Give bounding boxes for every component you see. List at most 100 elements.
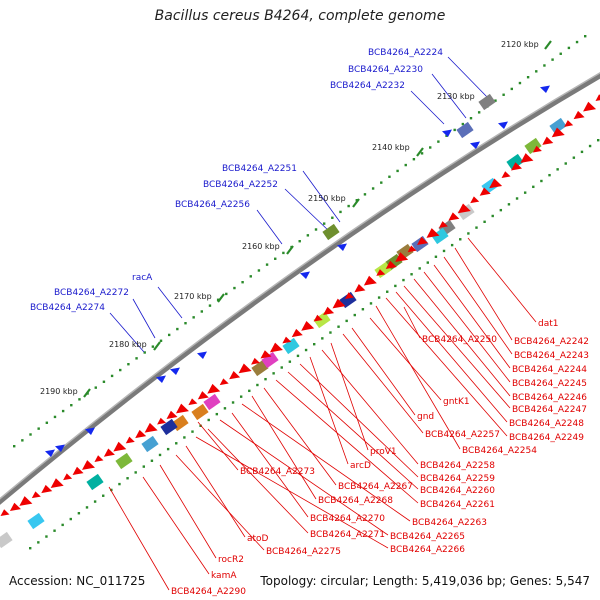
reverse-leader-line — [342, 333, 424, 434]
gene-box — [506, 153, 524, 171]
gene-box — [478, 93, 496, 111]
forward-gene-arrow — [442, 129, 452, 137]
scale-dot-outer — [412, 158, 416, 161]
reverse-gene-label: gntK1 — [443, 397, 470, 407]
reverse-gene-arrow — [207, 383, 221, 394]
gene-box — [86, 473, 104, 491]
reverse-gene-label: BCB4264_A2273 — [240, 467, 315, 477]
forward-leader-line — [256, 209, 283, 245]
scale-dot-outer — [510, 87, 513, 91]
reverse-gene-arrow — [219, 378, 229, 386]
reverse-leader-line — [413, 278, 511, 397]
reverse-gene-arrow — [166, 410, 178, 419]
reverse-leader-line — [219, 419, 389, 536]
scale-dot-inner — [207, 418, 210, 422]
scale-dot-outer — [347, 204, 350, 208]
reverse-leader-line — [369, 317, 442, 401]
scale-dot-inner — [345, 319, 348, 323]
scale-dot-inner — [102, 494, 105, 497]
scale-dot-outer — [306, 234, 310, 237]
reverse-gene-label: BCB4264_A2247 — [512, 405, 587, 415]
tick-label: 2180 kbp — [109, 340, 147, 349]
scale-dot-inner — [231, 401, 235, 404]
reverse-gene-label: arcD — [350, 461, 371, 471]
reverse-gene-arrow — [229, 371, 241, 380]
forward-gene-label: BCB4264_A2272 — [54, 288, 129, 298]
gene-labels: BCB4264_A2224 BCB4264_A2230 BCB4264_A2232 B… — [30, 48, 589, 597]
scale-dot-outer — [151, 345, 155, 348]
reverse-gene-arrow — [395, 252, 409, 262]
reverse-gene-arrow — [457, 203, 471, 214]
reverse-leader-line — [403, 285, 511, 409]
reverse-gene-arrow — [532, 145, 542, 153]
scale-dot-outer — [314, 228, 318, 231]
reverse-gene-arrow — [113, 441, 127, 452]
scale-dot-inner — [507, 203, 511, 206]
gene-box — [322, 223, 340, 241]
forward-gene-label: BCB4264_A2256 — [175, 200, 250, 210]
reverse-gene-arrow — [0, 509, 10, 517]
scale-dot-inner — [361, 308, 365, 311]
scale-dot-inner — [450, 243, 454, 247]
scale-dot-inner — [175, 442, 178, 445]
scale-dot-inner — [499, 208, 503, 212]
scale-dot-inner — [272, 372, 275, 375]
gene-box — [203, 393, 221, 411]
scale-dot-outer — [453, 128, 456, 132]
scale-dot-inner — [118, 482, 121, 486]
reverse-gene-label: dat1 — [538, 319, 558, 329]
tick-mark — [286, 245, 294, 255]
forward-gene-label: BCB4264_A2230 — [348, 65, 423, 75]
scale-dot-outer — [216, 298, 220, 301]
forward-leader-line — [132, 298, 156, 339]
reverse-gene-arrow — [197, 391, 209, 400]
scale-dot-inner — [353, 313, 356, 317]
reverse-gene-arrow — [41, 484, 53, 494]
scale-dot-inner — [556, 168, 559, 171]
reverse-leader-line — [454, 247, 513, 341]
scale-dot-inner — [158, 453, 162, 457]
scale-dot-outer — [241, 281, 244, 284]
scale-dot-inner — [37, 541, 40, 544]
scale-dot-inner — [532, 185, 535, 189]
scale-dot-outer — [70, 404, 73, 407]
scale-dot-outer — [322, 222, 326, 225]
scale-dot-outer — [21, 439, 24, 442]
forward-gene-arrow — [85, 427, 95, 435]
reverse-gene-arrow — [72, 466, 84, 476]
scale-dot-inner — [45, 535, 48, 538]
reverse-gene-label: BCB4264_A2245 — [512, 379, 587, 389]
scale-dot-inner — [85, 506, 89, 509]
scale-dot-outer — [45, 421, 49, 424]
scale-dot-inner — [126, 477, 129, 480]
reverse-leader-line — [197, 421, 239, 471]
scale-dot-outer — [551, 58, 554, 61]
reverse-gene-label: kamA — [211, 571, 237, 581]
scale-dot-inner — [377, 296, 381, 299]
leader-lines — [108, 56, 537, 591]
reverse-gene-arrow — [510, 162, 522, 171]
scale-dot-outer — [469, 117, 473, 120]
scale-dot-inner — [410, 273, 413, 276]
reverse-gene-arrow — [470, 196, 480, 204]
tick-mark — [544, 40, 552, 50]
reverse-gene-arrow — [313, 314, 323, 322]
reverse-leader-line — [395, 291, 508, 423]
reverse-gene-arrow — [573, 110, 585, 120]
scale-dot-inner — [564, 162, 567, 165]
reverse-gene-label: BCB4264_A2250 — [422, 335, 497, 345]
scale-dot-inner — [548, 173, 551, 177]
gene-box — [261, 351, 279, 369]
reverse-gene-arrow — [9, 502, 21, 511]
reverse-gene-arrow — [63, 473, 73, 481]
scale-dot-outer — [518, 81, 522, 85]
scale-dot-outer — [53, 415, 57, 419]
gene-box — [549, 117, 567, 135]
forward-gene-label: BCB4264_A2251 — [222, 164, 297, 174]
accession-text: Accession: NC_011725 — [9, 574, 146, 588]
gene-box — [524, 137, 542, 155]
scale-dot-inner — [491, 214, 494, 218]
reverse-gene-label: BCB4264_A2290 — [171, 587, 246, 597]
scale-dot-outer — [380, 181, 383, 184]
reverse-gene-arrow — [489, 178, 503, 189]
